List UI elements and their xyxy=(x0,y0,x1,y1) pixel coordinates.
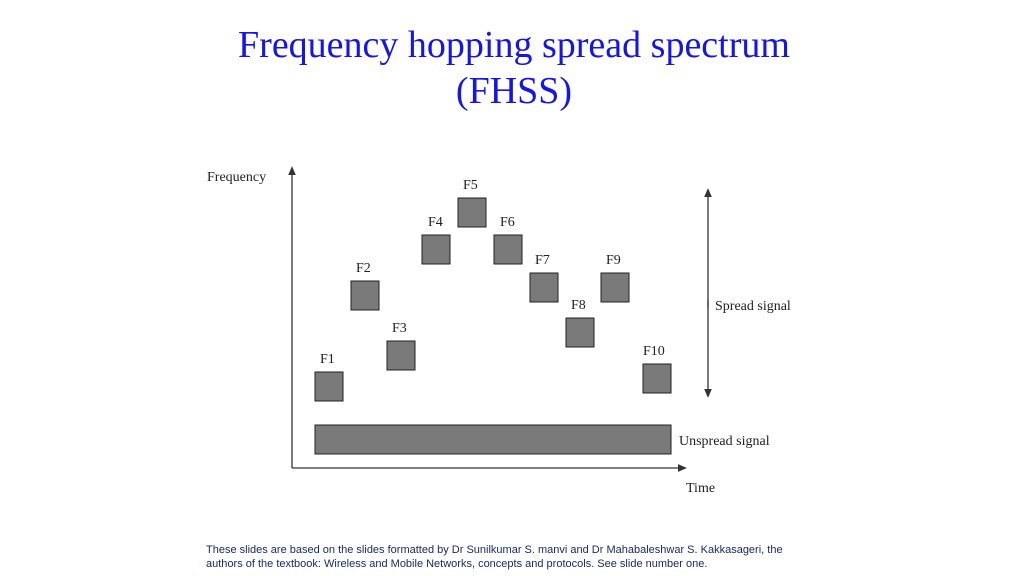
hop-block-f10 xyxy=(642,363,672,394)
slide-footer: These slides are based on the slides for… xyxy=(206,543,846,571)
unspread-signal-label: Unspread signal xyxy=(679,434,770,449)
hop-label-f1: F1 xyxy=(320,352,335,367)
hop-block-f2 xyxy=(350,280,380,311)
hop-label-f10: F10 xyxy=(643,344,665,359)
hop-label-f2: F2 xyxy=(356,261,371,276)
unspread-signal-bar xyxy=(314,424,672,455)
slide-title-line-1: Frequency hopping spread spectrum xyxy=(238,24,790,66)
footer-line-1: These slides are based on the slides for… xyxy=(206,544,783,556)
footer-line-2: authors of the textbook: Wireless and Mo… xyxy=(206,558,708,570)
hop-block-f8 xyxy=(565,317,595,348)
hop-block-f1 xyxy=(314,371,344,402)
hop-block-f4 xyxy=(421,234,451,265)
hop-label-f9: F9 xyxy=(606,253,621,268)
hop-label-f5: F5 xyxy=(463,178,478,193)
hop-label-f3: F3 xyxy=(392,321,407,336)
hop-block-f7 xyxy=(529,272,559,303)
hop-block-f5 xyxy=(457,197,487,228)
hop-block-f3 xyxy=(386,340,416,371)
hop-label-f7: F7 xyxy=(535,253,550,268)
slide-title: Frequency hopping spread spectrum (FHSS) xyxy=(0,22,1024,114)
y-axis-label: Frequency xyxy=(207,170,266,185)
hop-block-f6 xyxy=(493,234,523,265)
x-axis-label: Time xyxy=(686,481,715,496)
hop-block-f9 xyxy=(600,272,630,303)
hop-label-f4: F4 xyxy=(428,215,443,230)
spread-signal-label: Spread signal xyxy=(715,299,791,314)
hop-label-f8: F8 xyxy=(571,298,586,313)
hop-label-f6: F6 xyxy=(500,215,515,230)
slide-title-line-2: (FHSS) xyxy=(455,70,573,112)
